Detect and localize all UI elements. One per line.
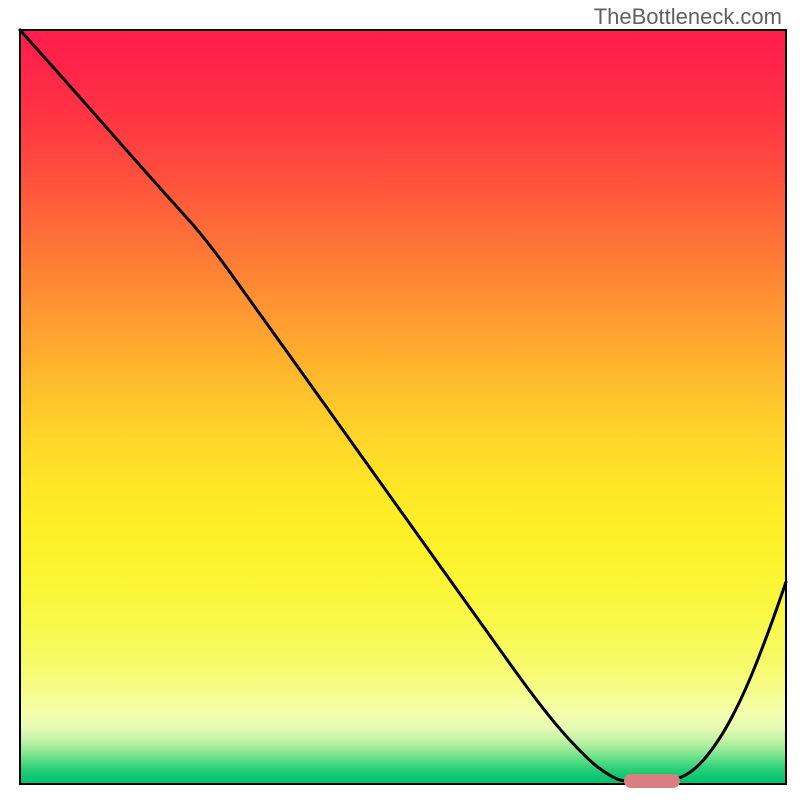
optimal-marker	[624, 774, 680, 788]
chart-svg	[0, 0, 800, 800]
bottleneck-chart: TheBottleneck.com	[0, 0, 800, 800]
plot-background	[20, 30, 786, 784]
